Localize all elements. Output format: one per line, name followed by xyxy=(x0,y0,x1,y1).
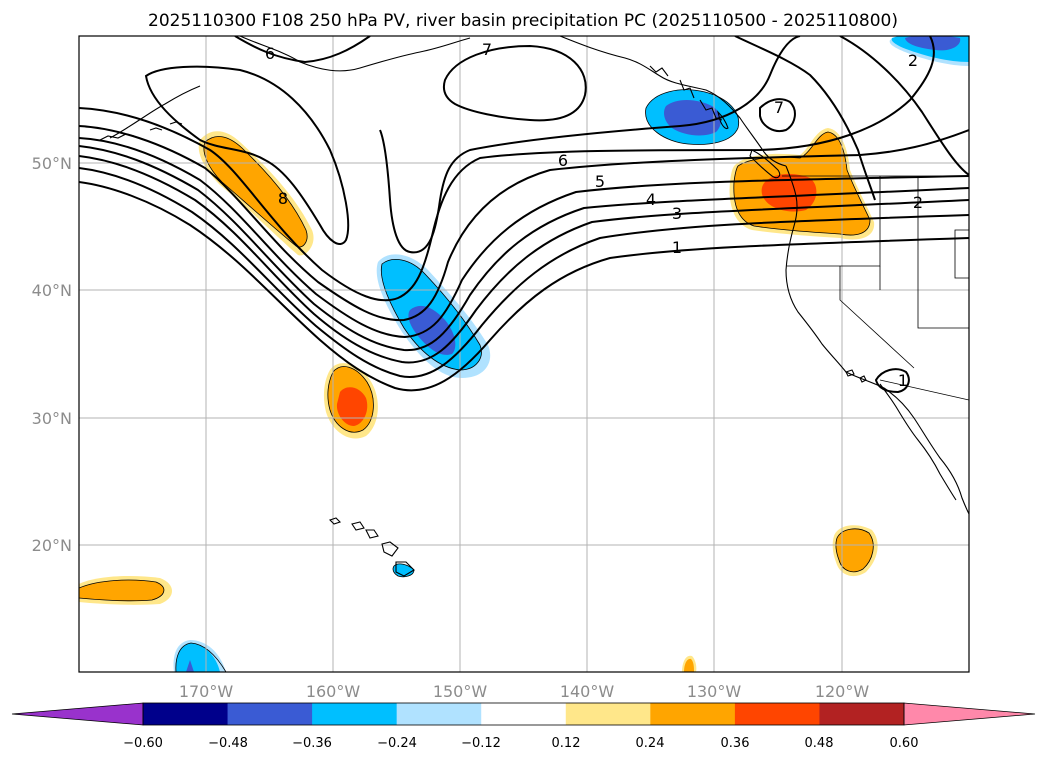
pv-label: 1 xyxy=(898,371,908,390)
colorbar-label: 0.24 xyxy=(636,736,665,751)
colorbar-label: −0.48 xyxy=(208,736,248,751)
lat-label-30: 30°N xyxy=(32,409,72,428)
pv-label: 8 xyxy=(278,189,288,208)
colorbar-cell xyxy=(819,703,905,725)
colorbar-max-extension xyxy=(903,702,1036,726)
colorbar-label: 0.60 xyxy=(890,736,919,751)
lon-label-140w: 140°W xyxy=(560,682,615,701)
precip-outlines xyxy=(79,89,874,672)
pv-label: 6 xyxy=(265,44,275,63)
colorbar-cell xyxy=(481,703,567,725)
colorbar-cell xyxy=(227,703,313,725)
gridlines xyxy=(79,36,969,672)
pv-label: 2 xyxy=(908,51,918,70)
pv-label: 2 xyxy=(913,193,923,212)
pv-label: 7 xyxy=(774,98,784,117)
lon-label-120w: 120°W xyxy=(815,682,870,701)
pv-contours xyxy=(79,36,969,394)
lat-label-20: 20°N xyxy=(32,536,72,555)
colorbar-label: 0.36 xyxy=(721,736,750,751)
figure-title: 2025110300 F108 250 hPa PV, river basin … xyxy=(148,11,898,31)
pv-label: 4 xyxy=(646,190,656,209)
lat-label-50: 50°N xyxy=(32,154,72,173)
colorbar-label: −0.60 xyxy=(123,736,163,751)
pv-label: 6 xyxy=(558,151,568,170)
map-layers: 6 7 7 2 6 5 4 3 1 2 8 1 xyxy=(79,36,969,672)
pv-label: 1 xyxy=(672,238,682,257)
pv-label: 3 xyxy=(672,204,682,223)
lon-label-170w: 170°W xyxy=(179,682,234,701)
borders xyxy=(782,175,969,401)
pv-labels: 6 7 7 2 6 5 4 3 1 2 8 1 xyxy=(265,40,923,390)
colorbar-cell xyxy=(396,703,482,725)
lat-labels: 50°N 40°N 30°N 20°N xyxy=(32,154,72,555)
colorbar-label: 0.48 xyxy=(805,736,834,751)
lat-label-40: 40°N xyxy=(32,281,72,300)
colorbar-cell xyxy=(650,703,736,725)
map-frame xyxy=(78,35,970,673)
lon-labels: 170°W 160°W 150°W 140°W 130°W 120°W xyxy=(179,682,870,701)
lon-label-130w: 130°W xyxy=(687,682,742,701)
lon-label-150w: 150°W xyxy=(433,682,488,701)
pv-label: 7 xyxy=(482,40,492,59)
colorbar-cell xyxy=(312,703,398,725)
colorbar-label: −0.12 xyxy=(461,736,501,751)
colorbar: −0.60 −0.48 −0.36 −0.24 −0.12 0.12 0.24 … xyxy=(11,702,1036,751)
coastlines xyxy=(99,36,969,577)
colorbar-cells xyxy=(143,703,905,725)
colorbar-min-extension xyxy=(11,702,144,726)
colorbar-cell xyxy=(143,703,229,725)
colorbar-frame xyxy=(142,702,905,726)
pv-label: 5 xyxy=(595,172,605,191)
colorbar-labels: −0.60 −0.48 −0.36 −0.24 −0.12 0.12 0.24 … xyxy=(123,736,918,751)
colorbar-cell xyxy=(734,703,820,725)
colorbar-cell xyxy=(565,703,651,725)
colorbar-label: 0.12 xyxy=(552,736,581,751)
colorbar-label: −0.36 xyxy=(292,736,332,751)
colorbar-label: −0.24 xyxy=(377,736,417,751)
lon-label-160w: 160°W xyxy=(306,682,361,701)
